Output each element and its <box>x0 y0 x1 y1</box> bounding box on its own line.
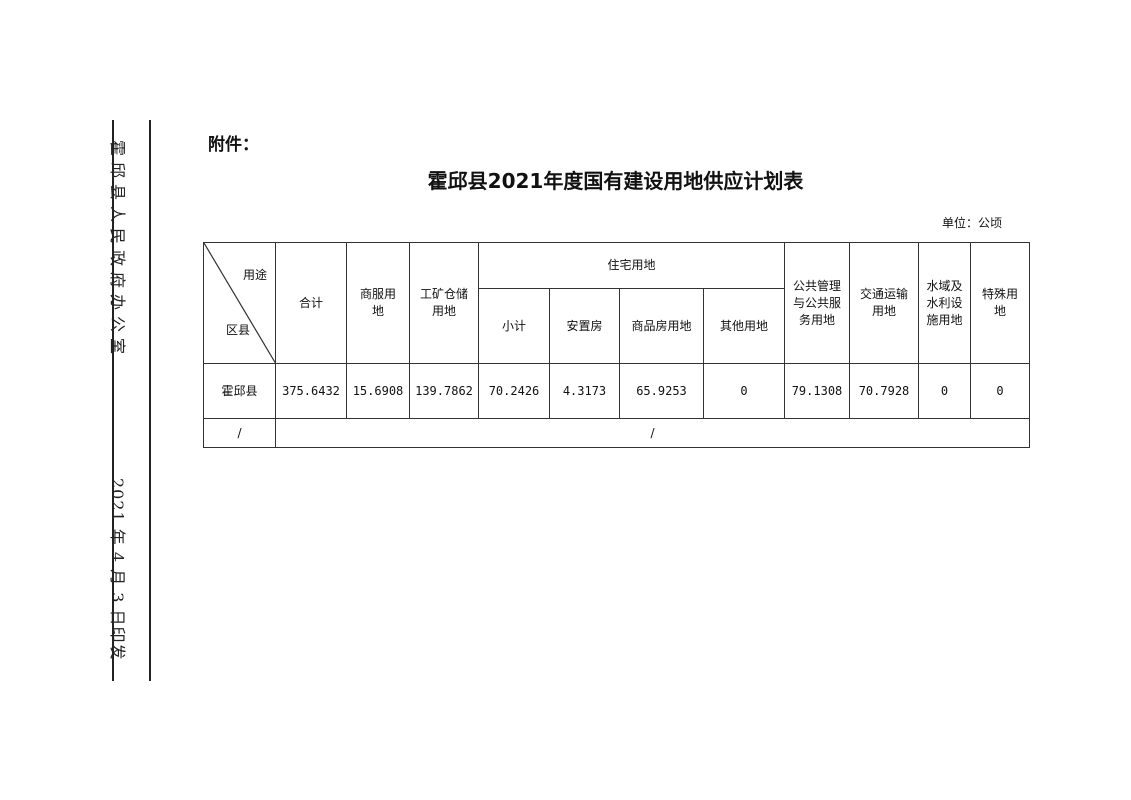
value-special: 0 <box>970 363 1030 419</box>
blank-right: / <box>275 418 1030 448</box>
margin-line-right <box>149 120 151 681</box>
blank-left: / <box>203 418 276 448</box>
document-title: 霍邱县2021年度国有建设用地供应计划表 <box>427 169 804 193</box>
header-res-commodity: 商品房用地 <box>619 288 704 364</box>
attachment-label: 附件： <box>208 135 259 155</box>
table-row: 霍邱县 375.6432 15.6908 139.7862 70.2426 4.… <box>203 363 1030 419</box>
district-cell: 霍邱县 <box>203 363 276 419</box>
header-water: 水域及水利设施用地 <box>918 242 971 364</box>
corner-top-label: 用途 <box>242 268 267 282</box>
margin-line-left <box>112 120 114 681</box>
header-res-other: 其他用地 <box>703 288 785 364</box>
header-industrial: 工矿仓储用地 <box>409 242 479 364</box>
header-res-resettlement: 安置房 <box>549 288 620 364</box>
value-res-other: 0 <box>703 363 785 419</box>
header-res-subtotal: 小计 <box>478 288 550 364</box>
value-water: 0 <box>918 363 971 419</box>
header-special: 特殊用地 <box>970 242 1030 364</box>
value-res-commodity: 65.9253 <box>619 363 704 419</box>
value-total: 375.6432 <box>275 363 347 419</box>
value-public: 79.1308 <box>784 363 850 419</box>
header-total: 合计 <box>275 242 347 364</box>
value-transport: 70.7928 <box>849 363 919 419</box>
issue-date: 2021 年 4 月 3 日印发 <box>108 478 127 661</box>
value-commercial: 15.6908 <box>346 363 410 419</box>
header-commercial: 商服用地 <box>346 242 410 364</box>
header-public: 公共管理与公共服务用地 <box>784 242 850 364</box>
corner-bottom-label: 区县 <box>226 323 251 337</box>
unit-label: 单位：公顷 <box>942 216 1003 230</box>
diagonal-line <box>204 243 276 364</box>
land-supply-table: 用途 区县 合计 商服用地 工矿仓储用地 住宅用地 公共管理与公共服务用地 交通… <box>203 242 1030 448</box>
value-res-subtotal: 70.2426 <box>478 363 550 419</box>
header-transport: 交通运输用地 <box>849 242 919 364</box>
corner-header: 用途 区县 <box>203 242 276 364</box>
header-residential: 住宅用地 <box>478 242 785 289</box>
value-res-resettlement: 4.3173 <box>549 363 620 419</box>
blank-row: / / <box>203 418 1030 448</box>
value-industrial: 139.7862 <box>409 363 479 419</box>
